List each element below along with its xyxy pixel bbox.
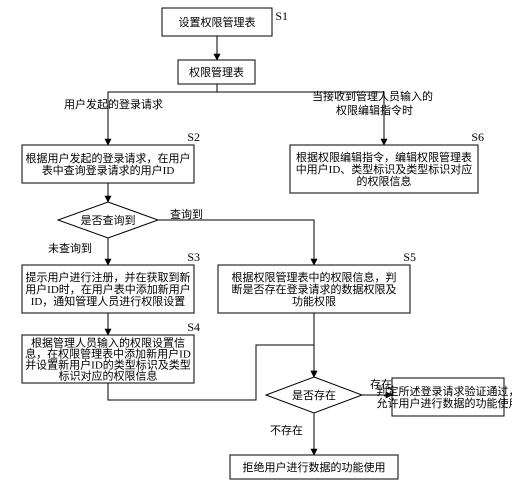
svg-text:根据管理人员输入的权限设置信: 根据管理人员输入的权限设置信 [31, 336, 185, 350]
node-s1: 设置权限管理表 [162, 8, 272, 36]
node-s2: 根据用户发起的登录请求，在用户表中查询登录请求的用户ID [22, 145, 194, 183]
svg-text:根据用户发起的登录请求，在用户: 根据用户发起的登录请求，在用户 [26, 151, 191, 165]
step-label-s3: S3 [187, 250, 200, 264]
svg-text:标识对应的权限信息: 标识对应的权限信息 [59, 369, 158, 383]
edge-1 [108, 84, 217, 145]
svg-text:根据权限管理表中的权限信息，判: 根据权限管理表中的权限信息，判 [232, 270, 397, 284]
svg-text:ID，通知管理人员进行权限设置: ID，通知管理人员进行权限设置 [31, 294, 186, 308]
edge-label-e_login: 用户发起的登录请求 [64, 97, 163, 111]
node-pmt: 权限管理表 [178, 60, 255, 84]
edge-label-e_nfound: 未查询到 [48, 241, 92, 255]
svg-text:设置权限管理表: 设置权限管理表 [179, 15, 256, 29]
edge-label-e_nexist: 不存在 [270, 423, 303, 437]
node-no: 拒绝用户进行数据的功能使用 [230, 455, 398, 479]
node-s3: 提示用户进行注册，并在获取到新用户ID时，在用户表中添加新用户ID，通知管理人员… [22, 265, 194, 313]
node-d1: 是否查询到 [58, 202, 158, 238]
svg-text:是否存在: 是否存在 [292, 388, 336, 402]
edge-label-e_edit1: 当接收到管理人员输入的 [312, 89, 433, 103]
svg-text:根据权限编辑指令，编辑权限管理表: 根据权限编辑指令，编辑权限管理表 [296, 150, 472, 164]
node-s6: 根据权限编辑指令，编辑权限管理表中用户ID、类型标识及类型标识对应的权限信息 [290, 145, 478, 193]
edge-label-e_exist: 存在 [370, 377, 392, 391]
svg-text:息，在权限管理表中添加新用户ID: 息，在权限管理表中添加新用户ID [25, 347, 191, 361]
node-ok: 判定所述登录请求验证通过，允许用户进行数据的功能使用 [377, 378, 512, 416]
edge-5 [158, 220, 314, 265]
svg-text:是否查询到: 是否查询到 [81, 213, 136, 227]
node-s5: 根据权限管理表中的权限信息，判断是否存在登录请求的数据权限及功能权限 [218, 265, 410, 313]
svg-text:用户ID时，在用户表中添加新用户: 用户ID时，在用户表中添加新用户 [25, 282, 191, 296]
edge-label-e_edit2: 权限编辑指令时 [336, 103, 413, 117]
node-d2: 是否存在 [266, 377, 362, 413]
svg-text:的权限信息: 的权限信息 [357, 174, 412, 188]
svg-text:并设置新用户ID的类型标识及类型: 并设置新用户ID的类型标识及类型 [25, 358, 191, 372]
step-label-s1: S1 [275, 9, 288, 23]
svg-text:断是否存在登录请求的数据权限及: 断是否存在登录请求的数据权限及 [232, 282, 397, 296]
node-s4: 根据管理人员输入的权限设置信息，在权限管理表中添加新用户ID并设置新用户ID的类… [22, 335, 194, 383]
step-label-s5: S5 [403, 250, 416, 264]
svg-text:权限管理表: 权限管理表 [189, 65, 244, 79]
svg-text:拒绝用户进行数据的功能使用: 拒绝用户进行数据的功能使用 [243, 460, 386, 474]
svg-text:允许用户进行数据的功能使用: 允许用户进行数据的功能使用 [377, 396, 512, 410]
svg-text:功能权限: 功能权限 [292, 294, 336, 308]
svg-text:中用户ID、类型标识及类型标识对应: 中用户ID、类型标识及类型标识对应 [296, 162, 473, 176]
step-label-s2: S2 [187, 130, 200, 144]
step-label-s6: S6 [471, 130, 484, 144]
svg-text:判定所述登录请求验证通过，: 判定所述登录请求验证通过， [377, 384, 512, 398]
edge-label-e_found: 查询到 [170, 207, 203, 221]
step-label-s4: S4 [187, 320, 200, 334]
svg-text:表中查询登录请求的用户ID: 表中查询登录请求的用户ID [42, 163, 175, 177]
svg-text:提示用户进行注册，并在获取到新: 提示用户进行注册，并在获取到新 [26, 270, 191, 284]
